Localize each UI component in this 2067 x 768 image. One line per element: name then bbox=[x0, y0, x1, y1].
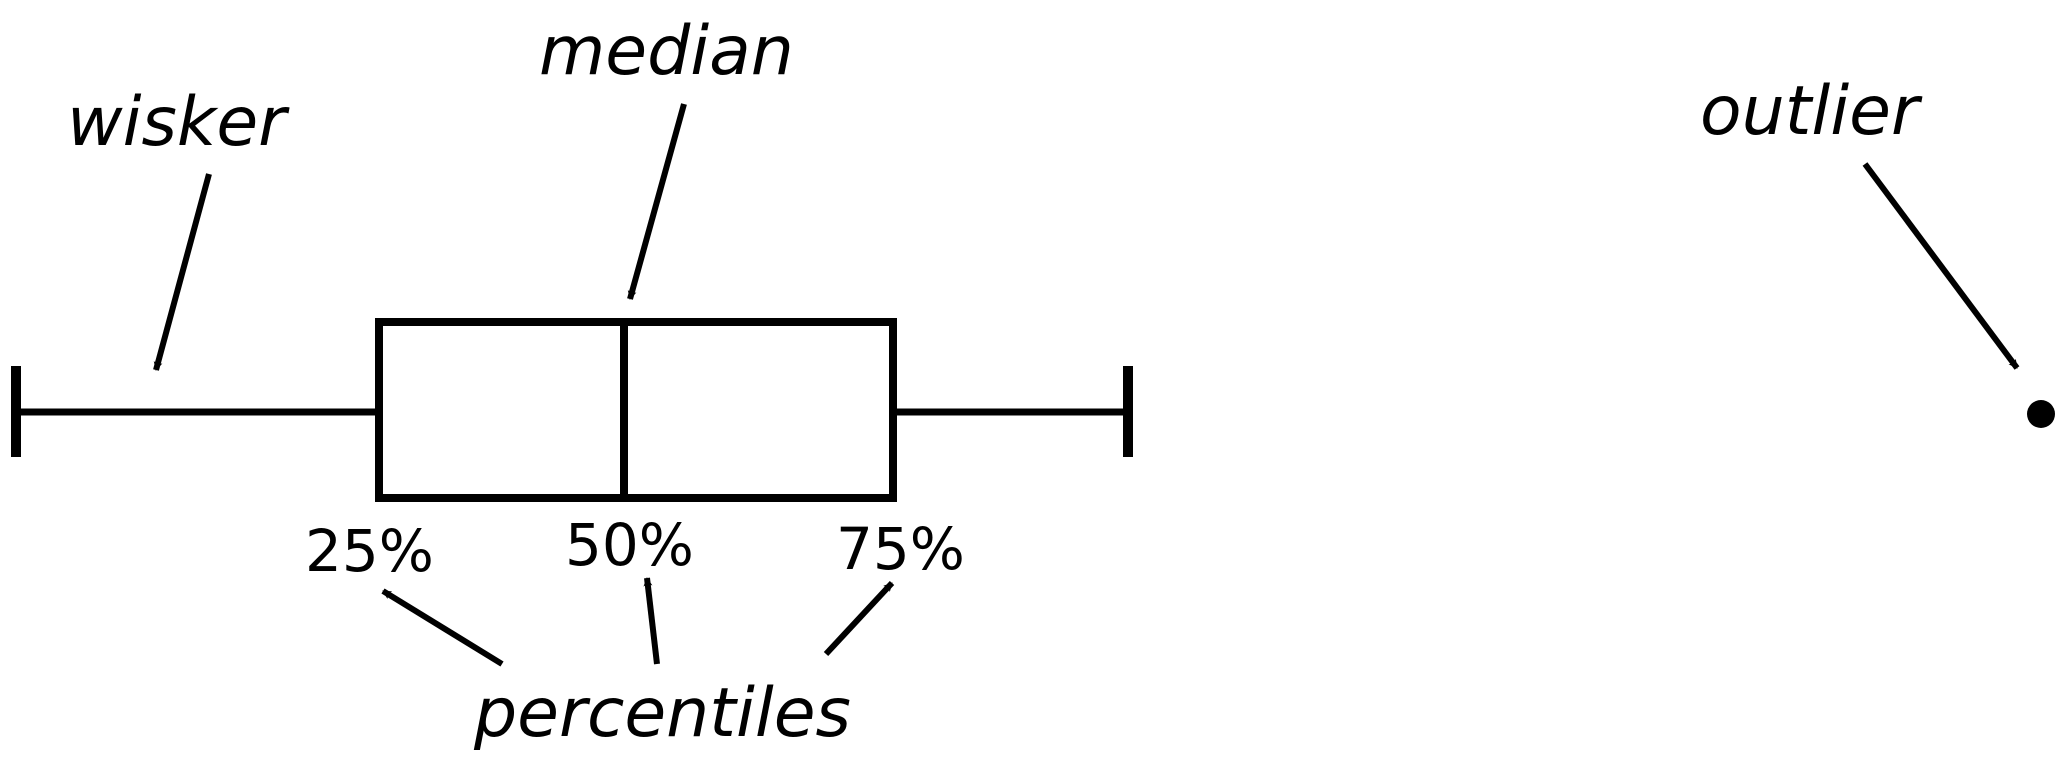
percentile-75-label: 75% bbox=[836, 515, 965, 583]
outlier-point bbox=[2027, 400, 2055, 428]
percentile-25-arrow bbox=[381, 588, 504, 667]
wisker-label: wisker bbox=[67, 83, 290, 162]
percentiles-label: percentiles bbox=[473, 674, 851, 753]
median-label: median bbox=[539, 12, 794, 91]
outlier-label: outlier bbox=[1700, 72, 1923, 151]
percentile-25-label: 25% bbox=[305, 517, 434, 585]
wisker-arrow bbox=[153, 173, 212, 371]
percentile-75-arrow bbox=[823, 580, 895, 657]
percentile-50-label: 50% bbox=[565, 511, 694, 579]
median-arrow bbox=[627, 103, 687, 300]
outlier-arrow bbox=[1862, 162, 2020, 370]
interquartile-box bbox=[375, 318, 897, 502]
percentile-50-arrow bbox=[643, 577, 660, 665]
